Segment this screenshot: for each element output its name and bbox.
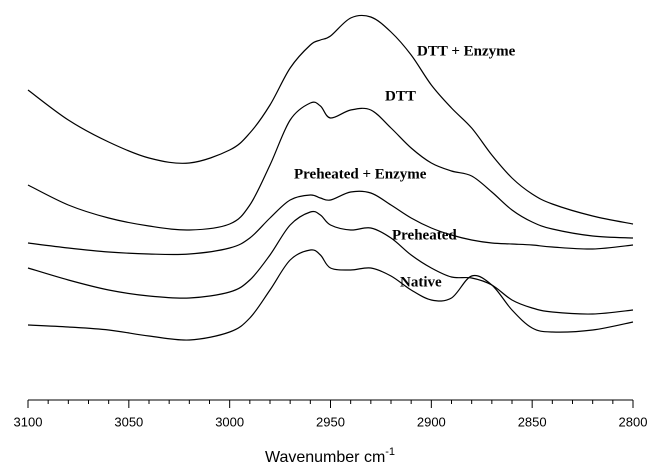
x-tick-label: 2850: [518, 414, 547, 429]
series-label: DTT: [385, 88, 416, 104]
spectrum-line: [27, 14, 634, 225]
x-tick-label: 2900: [417, 414, 446, 429]
spectrum-line: [27, 101, 634, 239]
series-label: Preheated: [392, 227, 457, 243]
spectrum-line: [27, 249, 634, 341]
series-label: Preheated + Enzyme: [294, 166, 427, 182]
series-label: Native: [400, 274, 442, 290]
x-axis-label: Wavenumber cm-1: [265, 446, 395, 466]
x-tick-label: 3100: [14, 414, 43, 429]
series-label: DTT + Enzyme: [417, 43, 516, 59]
x-tick-label: 3050: [114, 414, 143, 429]
x-tick-label: 3000: [215, 414, 244, 429]
x-tick-label: 2800: [619, 414, 648, 429]
spectrum-line: [27, 190, 634, 256]
x-tick-label: 2950: [316, 414, 345, 429]
spectrum-line: [27, 210, 634, 315]
